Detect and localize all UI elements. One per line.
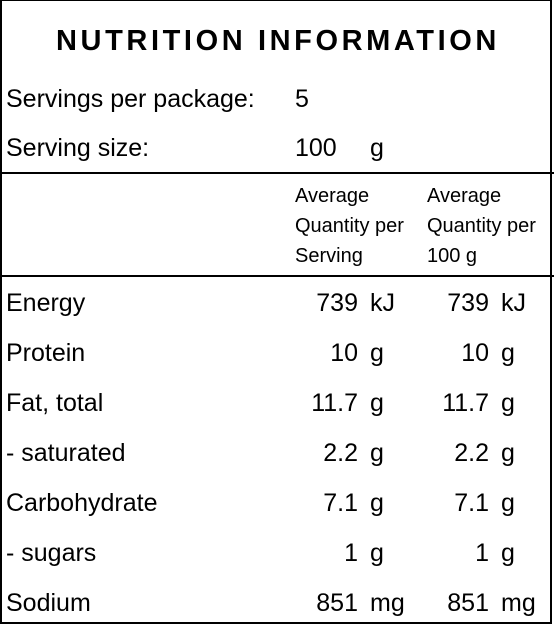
- per-100g-unit: g: [501, 389, 515, 417]
- table-divider: [2, 275, 554, 277]
- per-serving-value: 7.1: [323, 489, 358, 517]
- per-100g-unit: mg: [501, 589, 536, 617]
- column-header-per-100g: Average Quantity per 100 g: [427, 185, 536, 267]
- per-serving-value: 851: [316, 589, 358, 617]
- nutrient-name: Fat, total: [6, 389, 104, 417]
- per-100g-unit: g: [501, 339, 515, 367]
- per-serving-unit: g: [370, 489, 384, 517]
- nutrient-name: - saturated: [6, 439, 126, 467]
- per-serving-value: 2.2: [323, 439, 358, 467]
- per-100g-unit: kJ: [501, 289, 526, 317]
- per-serving-unit: mg: [370, 589, 405, 617]
- nutrient-name: - sugars: [6, 539, 97, 567]
- per-100g-value: 1: [475, 539, 489, 567]
- per-100g-value: 739: [447, 289, 489, 317]
- column-header-per-serving: Average Quantity per Serving: [295, 185, 404, 267]
- nutrient-name: Protein: [6, 339, 86, 367]
- servings-label: Servings per package:: [6, 85, 255, 113]
- per-serving-unit: kJ: [370, 289, 395, 317]
- per-serving-value: 1: [344, 539, 358, 567]
- nutrient-name: Carbohydrate: [6, 489, 158, 517]
- per-100g-unit: g: [501, 489, 515, 517]
- per-100g-value: 7.1: [454, 489, 489, 517]
- per-100g-value: 851: [447, 589, 489, 617]
- per-100g-value: 11.7: [442, 389, 489, 417]
- per-serving-value: 739: [316, 289, 358, 317]
- per-100g-unit: g: [501, 439, 515, 467]
- per-serving-unit: g: [370, 539, 384, 567]
- nutrient-name: Sodium: [6, 589, 91, 617]
- panel-title: NUTRITION INFORMATION: [56, 25, 500, 57]
- header-divider: [2, 172, 554, 174]
- per-100g-value: 2.2: [454, 439, 489, 467]
- per-100g-unit: g: [501, 539, 515, 567]
- serving-size-unit: g: [370, 134, 384, 162]
- per-serving-value: 10: [330, 339, 358, 367]
- per-100g-value: 10: [461, 339, 489, 367]
- servings-value: 5: [295, 85, 309, 113]
- per-serving-unit: g: [370, 339, 384, 367]
- serving-size-label: Serving size:: [6, 134, 150, 162]
- serving-size-value: 100: [295, 134, 337, 162]
- per-serving-unit: g: [370, 439, 384, 467]
- nutrient-name: Energy: [6, 289, 86, 317]
- per-serving-value: 11.7: [311, 389, 358, 417]
- per-serving-unit: g: [370, 389, 384, 417]
